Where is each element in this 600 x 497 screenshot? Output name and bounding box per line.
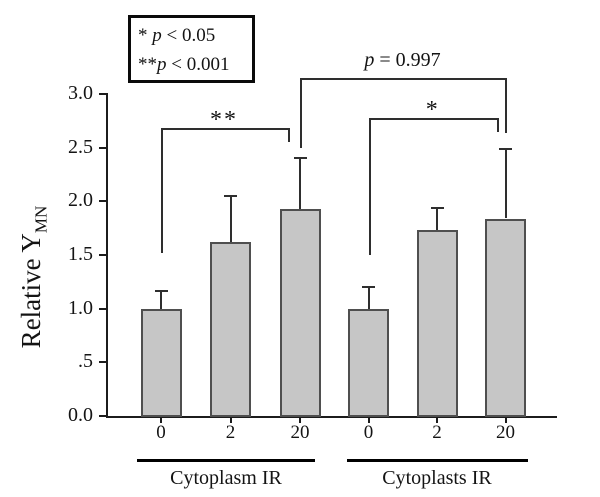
y-axis-tick bbox=[99, 200, 107, 203]
y-axis-tick-label: 3.0 bbox=[68, 82, 93, 104]
error-bar bbox=[504, 148, 507, 219]
y-axis-tick bbox=[99, 415, 107, 417]
error-bar-cap bbox=[293, 157, 307, 160]
error-bar-cap bbox=[362, 286, 375, 289]
x-axis-tick-label: 0 bbox=[156, 422, 166, 443]
bar-cytoplasts-ir-2 bbox=[416, 230, 458, 417]
error-bar bbox=[229, 195, 232, 243]
y-axis-tick-label: .5 bbox=[78, 350, 93, 373]
bracket-leg bbox=[160, 128, 163, 253]
x-axis-line bbox=[106, 416, 557, 418]
x-axis-tick bbox=[436, 418, 438, 423]
bracket-label: * bbox=[425, 97, 440, 123]
x-axis-tick bbox=[299, 418, 301, 423]
bar-cytoplasm-ir-0 bbox=[140, 308, 182, 417]
legend-marker-2: ** bbox=[138, 54, 157, 75]
significance-legend: * p < 0.05 **p < 0.001 bbox=[128, 15, 255, 83]
x-axis-tick-label: 2 bbox=[432, 422, 442, 443]
error-bar bbox=[160, 291, 162, 309]
y-axis-tick bbox=[99, 361, 107, 364]
error-bar-cap bbox=[430, 206, 444, 209]
bracket-leg bbox=[369, 118, 371, 255]
legend-line-2: **p < 0.001 bbox=[138, 50, 252, 79]
error-bar-cap bbox=[499, 147, 512, 150]
error-bar bbox=[367, 287, 370, 309]
group-underline bbox=[347, 459, 528, 462]
legend-relation-2: < 0.001 bbox=[166, 54, 230, 75]
error-bar bbox=[299, 158, 301, 209]
bracket-leg bbox=[287, 128, 290, 142]
bracket-leg bbox=[300, 78, 302, 148]
y-axis-tick bbox=[99, 254, 107, 256]
legend-marker-1: * bbox=[138, 25, 153, 46]
bar-cytoplasts-ir-20 bbox=[485, 218, 526, 417]
y-axis-tick bbox=[99, 93, 107, 95]
y-axis-tick-label: 0.0 bbox=[68, 404, 93, 426]
bar-cytoplasm-ir-2 bbox=[210, 242, 251, 417]
bracket-line bbox=[369, 118, 499, 120]
x-axis-tick-label: 20 bbox=[496, 422, 515, 443]
y-axis-line bbox=[106, 93, 108, 418]
x-axis-tick-label: 20 bbox=[290, 422, 310, 443]
group-underline bbox=[137, 459, 315, 462]
bar-cytoplasm-ir-20 bbox=[279, 208, 321, 417]
legend-p-symbol-2: p bbox=[157, 54, 167, 75]
bracket-leg bbox=[505, 78, 507, 133]
x-axis-tick bbox=[160, 418, 162, 423]
error-bar-cap bbox=[154, 290, 168, 293]
x-axis-tick-label: 2 bbox=[225, 422, 236, 443]
bracket-label: ** bbox=[210, 107, 238, 133]
legend-relation-1: < 0.05 bbox=[161, 25, 216, 46]
y-axis-tick-label: 1.5 bbox=[68, 243, 93, 265]
error-bar bbox=[436, 207, 438, 231]
bracket-label: p = 0.997 bbox=[364, 49, 441, 71]
y-axis-tick bbox=[99, 146, 107, 149]
x-axis-tick-label: 0 bbox=[363, 422, 374, 443]
error-bar-cap bbox=[224, 194, 237, 197]
y-axis-tick bbox=[99, 307, 107, 310]
bar-cytoplasts-ir-0 bbox=[348, 308, 389, 417]
x-axis-tick bbox=[504, 418, 507, 423]
bracket-leg bbox=[496, 118, 499, 132]
legend-p-symbol-1: p bbox=[152, 25, 162, 46]
bracket-line bbox=[300, 78, 507, 80]
bracket-line bbox=[160, 128, 290, 130]
y-axis-tick-label: 2.0 bbox=[68, 189, 93, 212]
group-label: Cytoplasm IR bbox=[170, 467, 282, 489]
x-axis-tick bbox=[367, 418, 370, 423]
y-axis-tick-label: 2.5 bbox=[68, 135, 93, 158]
x-axis-tick bbox=[229, 418, 232, 423]
y-axis-tick-label: 1.0 bbox=[68, 296, 93, 319]
legend-line-1: * p < 0.05 bbox=[138, 21, 252, 50]
group-label: Cytoplasts IR bbox=[382, 467, 492, 489]
